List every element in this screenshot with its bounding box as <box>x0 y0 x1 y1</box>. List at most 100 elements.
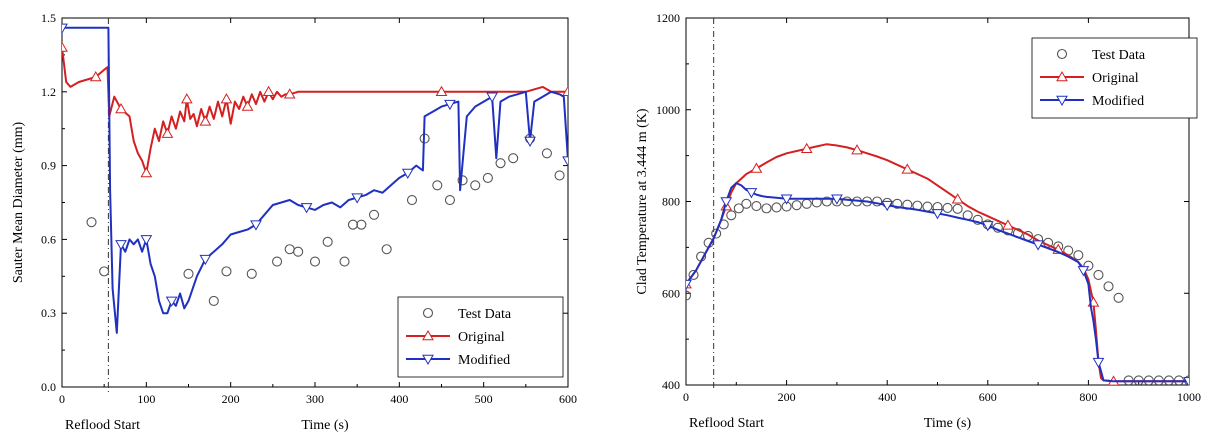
series-test-data-point <box>221 266 232 277</box>
x-tick-label: 0 <box>683 390 689 404</box>
series-original-marker <box>435 85 448 97</box>
y-tick-label: 1200 <box>656 11 680 25</box>
series-test-data-point <box>751 201 762 212</box>
chart-left: 0 100 200 300 400 500 600 0.0 0.3 0.6 0.9 1.2 1.5 Tim… <box>11 11 577 433</box>
series-original-marker <box>220 93 233 104</box>
legend-test-data-label: Test Data <box>1092 48 1146 63</box>
legend-original-marker <box>1056 70 1068 82</box>
series-modified-marker <box>745 188 758 199</box>
series-test-data-point <box>942 202 953 213</box>
series-modified-marker <box>831 194 843 205</box>
legend-modified-marker <box>422 354 434 366</box>
series-modified-marker <box>686 279 692 291</box>
x-axis-label: Time (s) <box>924 416 972 431</box>
legend-modified-label: Modified <box>458 353 510 368</box>
series-group <box>686 142 1189 385</box>
y-tick-label: 0.6 <box>41 232 56 246</box>
series-modified-marker <box>562 156 568 167</box>
series-original-marker <box>951 193 964 204</box>
series-modified-marker <box>881 200 894 212</box>
series-modified-marker <box>300 203 313 214</box>
series-test-data-point <box>99 266 110 277</box>
series-test-data-point <box>711 228 722 239</box>
series-test-data-point <box>495 158 506 169</box>
reflood-start-label: Reflood Start <box>65 418 140 433</box>
series-original-marker <box>800 142 813 153</box>
series-original-marker <box>901 163 914 174</box>
series-test-data-point <box>508 153 519 164</box>
y-axis-label: Clad Temperature at 3.444 m (K) <box>635 108 650 294</box>
reflood-start-label: Reflood Start <box>689 416 764 431</box>
series-modified-marker <box>62 23 68 34</box>
series-test-data-point <box>821 196 832 207</box>
series-original-marker <box>851 144 863 155</box>
series-modified-marker <box>401 168 414 179</box>
series-test-data-point <box>208 295 219 306</box>
x-tick-label: 300 <box>306 392 324 406</box>
series-test-data-point <box>284 244 295 255</box>
series-test-data-point <box>339 256 350 267</box>
legend-original-marker <box>422 329 434 341</box>
series-test-data-point <box>686 290 692 301</box>
series-original-line <box>686 143 1189 383</box>
series-original-marker <box>180 93 193 104</box>
y-tick-label: 1.5 <box>41 11 56 25</box>
legend: Test Data Original Modified <box>1031 37 1198 119</box>
series-test-data-point <box>892 198 903 209</box>
legend-test-data-marker <box>1056 48 1068 60</box>
legend-original-label: Original <box>458 330 505 345</box>
x-axis-label: Time (s) <box>301 418 349 433</box>
y-tick-label: 1.2 <box>41 85 56 99</box>
series-test-data-point <box>347 219 359 230</box>
series-test-data-point <box>771 202 782 213</box>
series-modified-marker <box>720 197 733 208</box>
series-test-data-point <box>554 170 565 181</box>
series-modified-marker <box>486 92 498 103</box>
chart-right: 0 200 400 600 800 1000 400 600 800 1000 1200 Time (… <box>635 11 1201 431</box>
series-test-data-point <box>1093 269 1104 280</box>
legend-modified-label: Modified <box>1092 94 1144 109</box>
series-modified-marker <box>165 296 178 307</box>
series-modified-marker <box>981 221 994 232</box>
y-tick-label: 0.3 <box>41 306 56 320</box>
legend-test-data-label: Test Data <box>458 307 512 322</box>
legend-modified-marker <box>1056 95 1068 107</box>
series-modified-marker <box>1183 377 1189 385</box>
series-modified-marker <box>115 240 127 251</box>
series-modified-marker <box>444 99 456 111</box>
x-tick-label: 200 <box>778 390 796 404</box>
series-test-data-point <box>482 172 493 183</box>
series-original-marker <box>62 41 68 52</box>
x-tick-label: 600 <box>979 390 997 404</box>
series-test-data-point <box>1083 260 1094 271</box>
series-test-data-point <box>726 210 737 221</box>
series-test-data-point <box>293 246 304 257</box>
series-test-data-point <box>972 214 983 225</box>
series-test-data-point <box>841 196 853 207</box>
x-tick-label: 1000 <box>1177 390 1201 404</box>
series-modified-marker <box>250 220 262 231</box>
series-original-marker <box>89 71 102 82</box>
series-modified-marker <box>1077 266 1090 277</box>
series-test-data-point <box>381 244 392 255</box>
series-test-data-point <box>271 256 283 267</box>
series-test-data-point <box>86 217 97 228</box>
series-original-marker <box>262 85 275 97</box>
series-original-marker <box>283 88 296 99</box>
series-test-data-point <box>1113 292 1124 303</box>
series-test-data-point <box>322 236 333 247</box>
series-group <box>62 23 568 334</box>
y-tick-label: 600 <box>662 286 680 300</box>
series-test-data-point <box>922 201 933 212</box>
x-tick-label: 800 <box>1079 390 1097 404</box>
series-test-data-point <box>183 268 194 279</box>
series-test-data-point <box>541 148 552 159</box>
legend: Test Data Original Modified <box>397 296 564 378</box>
legend-original-label: Original <box>1092 71 1139 86</box>
legend-test-data-marker <box>422 307 434 319</box>
series-original-marker <box>161 127 174 138</box>
series-original-marker <box>562 85 568 97</box>
series-modified-marker <box>1032 240 1044 251</box>
y-tick-label: 1000 <box>656 103 680 117</box>
